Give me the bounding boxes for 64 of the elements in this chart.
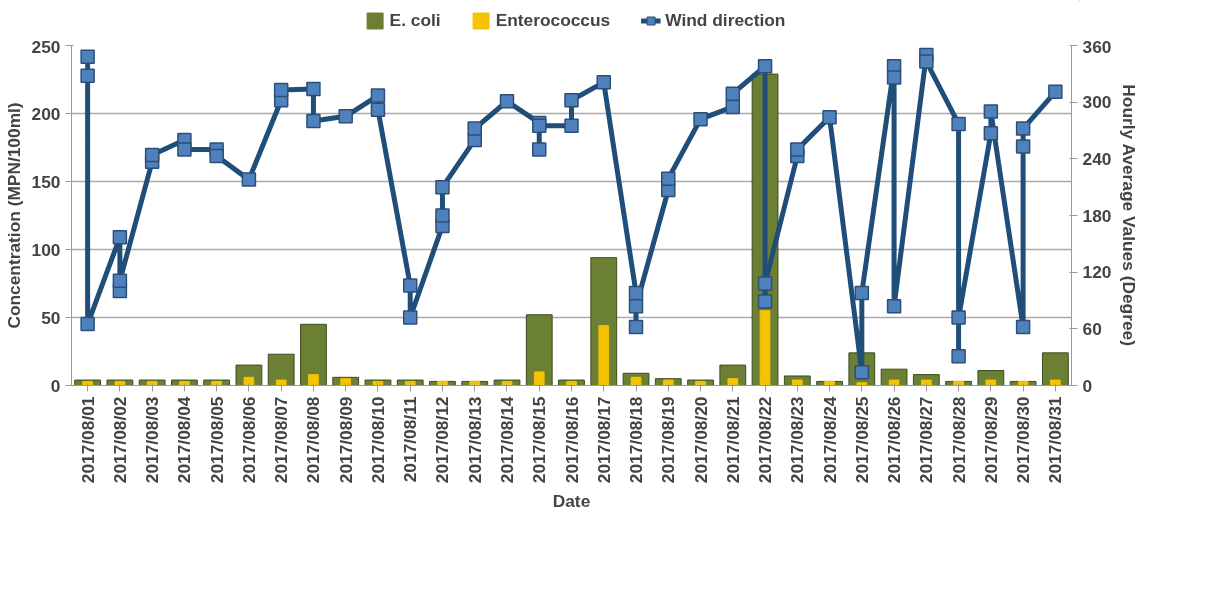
x-tick-label: 2017/08/19 (658, 396, 679, 484)
x-axis-title: Date (552, 491, 591, 512)
x-tick-label: 2017/08/14 (496, 396, 517, 484)
x-tick-label: 2017/08/25 (851, 396, 872, 484)
y2-tick-label: 180 (1082, 205, 1112, 226)
y2-tick-label: 60 (1082, 318, 1102, 339)
x-tick-label: 2017/08/30 (1013, 396, 1034, 484)
y-tick-label: 250 (31, 36, 61, 57)
y-tick-label: 200 (31, 103, 61, 124)
x-tick-label: 2017/08/08 (303, 396, 324, 484)
y2-tick-label: 120 (1082, 262, 1112, 283)
x-tick-label: 2017/08/12 (432, 396, 453, 484)
x-tick-label: 2017/08/17 (593, 396, 614, 484)
bar (308, 374, 319, 386)
bar (598, 325, 610, 386)
y2-tick-label: 300 (1082, 92, 1112, 113)
x-tick-label: 2017/08/07 (271, 396, 292, 484)
bar (1050, 379, 1061, 386)
bar (533, 371, 545, 386)
x-tick-label: 2017/08/11 (400, 396, 421, 483)
legend-label: E. coli (389, 9, 441, 31)
x-tick-label: 2017/08/20 (690, 396, 711, 484)
x-tick-label: 2017/08/06 (238, 396, 259, 484)
x-tick-label: 2017/08/10 (367, 396, 388, 484)
x-tick-label: 2017/08/03 (142, 396, 163, 484)
bar (267, 353, 295, 386)
y2-tick-label: 240 (1082, 148, 1112, 169)
x-tick-label: 2017/08/29 (980, 396, 1001, 484)
x-tick-label: 2017/08/18 (626, 396, 647, 484)
x-tick-label: 2017/08/13 (464, 396, 485, 484)
bar (727, 378, 739, 386)
bar (888, 379, 900, 386)
y-tick-label: 0 (50, 375, 61, 396)
bar (1041, 352, 1069, 386)
bar (243, 376, 255, 386)
y-tick-label: 150 (31, 171, 61, 192)
x-tick-label: 2017/08/02 (109, 396, 130, 484)
x-tick-label: 2017/08/26 (884, 396, 905, 484)
x-tick-label: 2017/08/09 (335, 396, 356, 484)
bar (985, 379, 997, 386)
x-tick-label: 2017/08/31 (1045, 396, 1066, 484)
y-tick-label: 100 (31, 239, 61, 260)
x-tick-label: 2017/08/15 (529, 396, 550, 484)
y-axis-title: Concentration (MPN/100ml) (3, 102, 24, 329)
x-tick-label: 2017/08/27 (916, 396, 937, 484)
y2-axis-title: Hourly Average Values (Degree) (1119, 84, 1140, 346)
legend-label: Enterococcus (495, 9, 611, 31)
y2-tick-label: 360 (1082, 36, 1112, 57)
x-tick-label: 2017/08/22 (755, 396, 776, 484)
y-tick-label: 50 (41, 307, 61, 328)
x-tick-label: 2017/08/05 (206, 396, 227, 484)
x-tick-label: 2017/08/21 (722, 396, 743, 484)
y2-tick-label: 0 (1082, 375, 1093, 396)
bar (275, 379, 287, 386)
bar (300, 323, 327, 386)
x-tick-label: 2017/08/16 (561, 396, 582, 484)
x-tick-label: 2017/08/23 (787, 396, 808, 484)
x-tick-label: 2017/08/01 (77, 396, 98, 484)
bar (856, 382, 868, 386)
legend-label: Wind direction (665, 9, 786, 31)
x-tick-label: 2017/08/28 (948, 396, 969, 484)
x-tick-label: 2017/08/24 (819, 396, 840, 484)
x-tick-label: 2017/08/04 (174, 396, 195, 484)
bar (525, 314, 553, 386)
